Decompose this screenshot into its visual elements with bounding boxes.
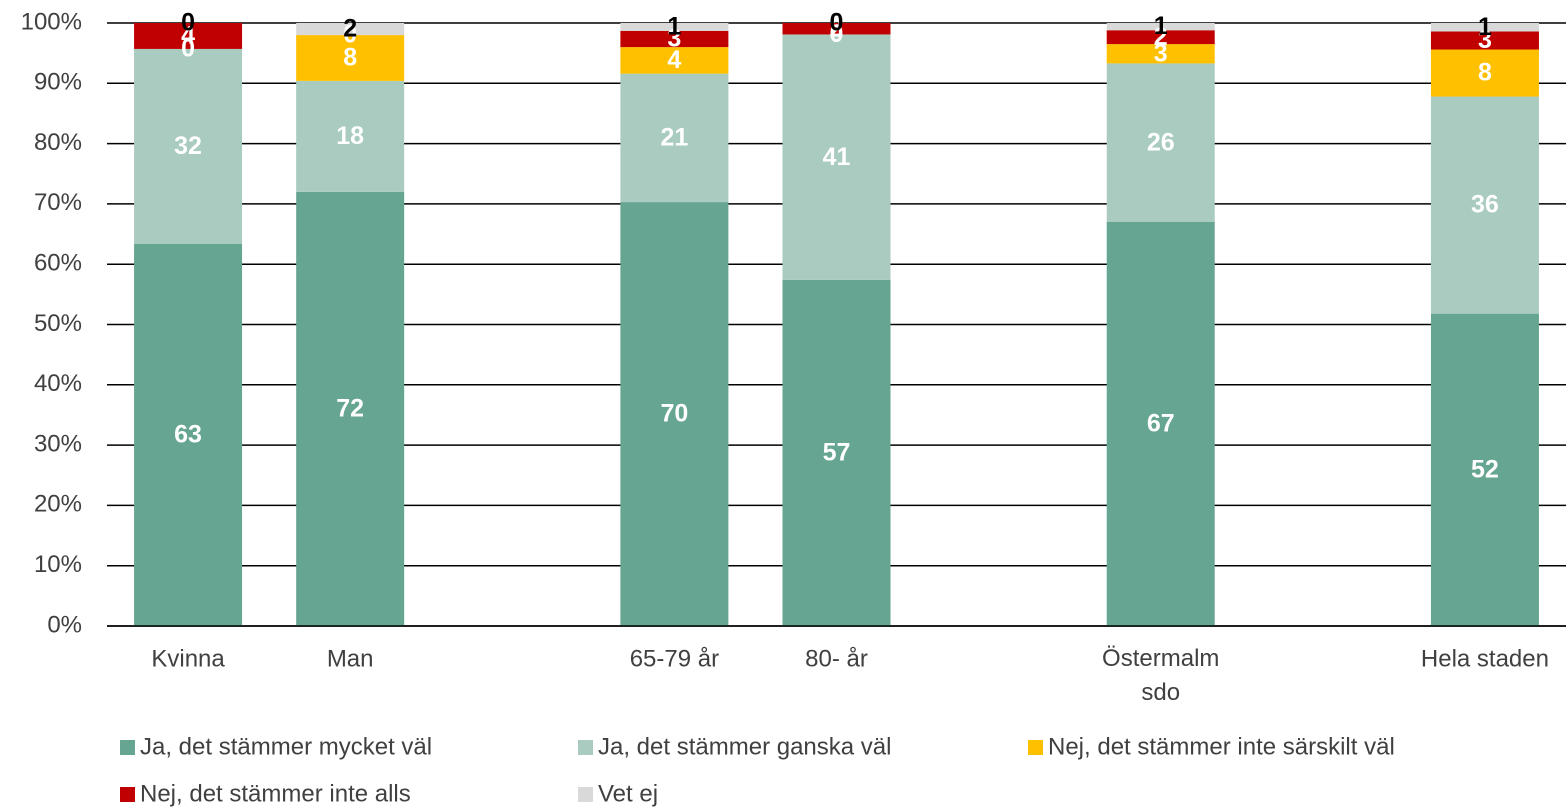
data-label: 4	[181, 22, 195, 50]
data-label: 3	[1154, 39, 1168, 67]
data-label: 72	[336, 395, 364, 423]
legend-swatch	[578, 787, 593, 802]
data-label: 21	[660, 123, 688, 151]
data-label: 0	[830, 20, 844, 48]
bar-segment	[1106, 30, 1215, 45]
data-label: 41	[823, 143, 851, 171]
x-tick-label: 65-79 år	[630, 645, 719, 672]
bars	[134, 23, 1539, 627]
data-label: 3	[667, 25, 681, 53]
bar-segment	[782, 23, 891, 35]
y-tick-label: 30%	[34, 430, 82, 457]
y-tick-label: 0%	[47, 611, 82, 638]
bar-segment	[1106, 221, 1215, 627]
legend-label: Vet ej	[598, 780, 658, 807]
data-label: 3	[1478, 26, 1492, 54]
bar-segment	[782, 34, 891, 280]
bar-segment	[620, 30, 729, 48]
data-label: 1	[1478, 13, 1492, 41]
data-label: 67	[1147, 410, 1175, 438]
data-label: 2	[343, 15, 357, 43]
legend-label: Nej, det stämmer inte särskilt väl	[1048, 733, 1395, 760]
bar-segment	[296, 191, 405, 626]
legend-swatch	[120, 740, 135, 755]
y-tick-label: 20%	[34, 491, 82, 518]
x-tick-label: 80- år	[805, 645, 868, 672]
bar-segment	[296, 23, 405, 36]
data-label: 0	[830, 9, 844, 37]
data-label: 36	[1471, 191, 1499, 219]
y-tick-label: 50%	[34, 310, 82, 337]
data-label: 18	[336, 122, 364, 150]
bar-segment	[620, 47, 729, 74]
x-tick-line: sdo	[1141, 679, 1180, 706]
x-tick-label: Man	[327, 645, 374, 672]
bar-segment	[1430, 49, 1539, 97]
data-label: 0	[343, 21, 357, 49]
y-tick-label: 90%	[34, 69, 82, 96]
legend-label: Ja, det stämmer ganska väl	[598, 733, 891, 760]
y-tick-label: 80%	[34, 129, 82, 156]
bar-segment	[1430, 23, 1539, 32]
bar-segment	[1106, 44, 1215, 64]
bar-segment	[782, 279, 891, 626]
bar-segment	[134, 23, 243, 49]
data-label: 2	[1154, 23, 1168, 51]
data-label: 32	[174, 132, 202, 160]
y-tick-label: 70%	[34, 189, 82, 216]
legend-swatch	[120, 787, 135, 802]
y-tick-label: 10%	[34, 551, 82, 578]
data-label: 0	[181, 9, 195, 37]
data-label: 63	[174, 420, 202, 448]
data-label: 2	[830, 14, 844, 42]
bar-segment	[1430, 96, 1539, 314]
x-tick-line: Östermalm	[1102, 645, 1219, 672]
bar-segment	[134, 243, 243, 626]
x-tick-label: Hela staden	[1421, 645, 1549, 672]
x-tick-label: Östermalm sdo	[1102, 645, 1219, 706]
data-label: 70	[660, 400, 688, 428]
bar-segment	[296, 80, 405, 192]
labels: 6332040721880270214315741020672632152368…	[174, 9, 1499, 484]
y-tick-label: 60%	[34, 250, 82, 277]
bar-segment	[1106, 23, 1215, 31]
data-label: 26	[1147, 128, 1175, 156]
bar-segment	[296, 35, 405, 81]
data-label: 57	[823, 439, 851, 467]
legend-label: Ja, det stämmer mycket väl	[140, 733, 432, 760]
data-label: 52	[1471, 455, 1499, 483]
legend-swatch	[578, 740, 593, 755]
bar-segment	[620, 202, 729, 626]
data-label: 4	[667, 46, 681, 74]
data-label: 1	[667, 13, 681, 41]
legend-swatch	[1028, 740, 1043, 755]
bar-segment	[1106, 63, 1215, 222]
data-label: 0	[181, 35, 195, 63]
bar-segment	[620, 23, 729, 31]
legend-label: Nej, det stämmer inte alls	[140, 780, 411, 807]
bar-segment	[134, 48, 243, 244]
x-tick-label: Kvinna	[151, 645, 225, 672]
bar-segment	[620, 73, 729, 203]
bar-segment	[1430, 313, 1539, 626]
bar-segment	[1430, 31, 1539, 50]
data-label: 8	[343, 44, 357, 72]
data-label: 8	[1478, 59, 1492, 87]
y-tick-label: 100%	[21, 8, 82, 35]
data-label: 1	[1154, 12, 1168, 40]
y-tick-label: 40%	[34, 370, 82, 397]
